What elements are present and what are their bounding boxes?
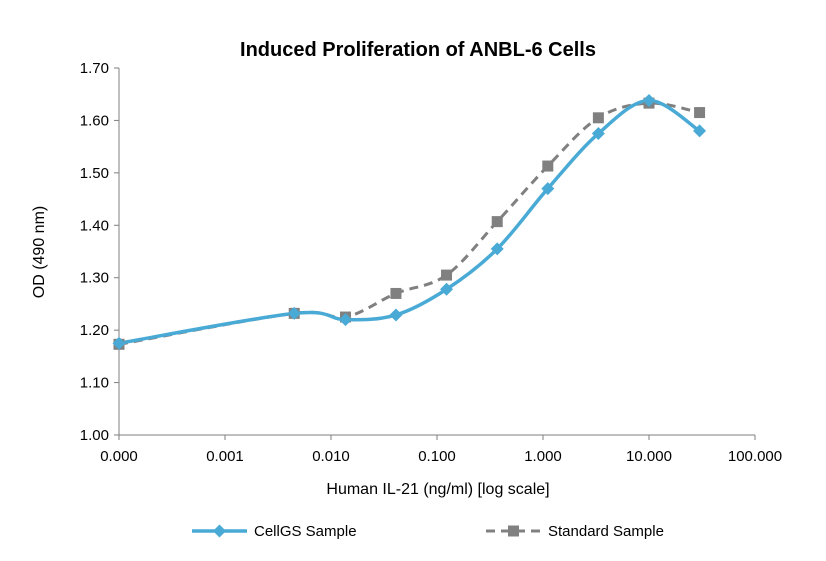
- x-tick-label: 10.000: [626, 448, 672, 465]
- data-point-cellgs: [287, 306, 301, 320]
- series-line-standard: [118, 101, 700, 346]
- legend-marker: [213, 524, 226, 538]
- y-tick-label: 1.20: [80, 322, 109, 339]
- data-point-cellgs: [389, 308, 403, 322]
- legend-label: Standard Sample: [548, 523, 664, 540]
- data-point-standard: [592, 112, 604, 124]
- y-tick-label: 1.00: [80, 427, 109, 444]
- data-point-cellgs: [440, 282, 454, 296]
- chart-title: Induced Proliferation of ANBL-6 Cells: [240, 39, 596, 61]
- data-point-standard: [441, 269, 453, 281]
- data-point-cellgs: [338, 313, 352, 327]
- x-tick-label: 0.000: [100, 448, 138, 465]
- x-tick-label: 100.000: [728, 448, 782, 465]
- legend: CellGS Sample Standard Sample: [192, 523, 664, 540]
- y-tick-label: 1.70: [80, 60, 109, 77]
- x-tick-label: 0.010: [312, 448, 350, 465]
- y-tick-label: 1.50: [80, 165, 109, 182]
- data-point-cellgs: [541, 182, 555, 196]
- x-tick-label: 0.001: [206, 448, 244, 465]
- x-tick-label: 1.000: [524, 448, 562, 465]
- data-point-standard: [491, 216, 503, 228]
- legend-label: CellGS Sample: [254, 523, 357, 540]
- y-axis-label: OD (490 nm): [31, 206, 48, 298]
- data-point-cellgs: [591, 127, 605, 141]
- y-tick-label: 1.40: [80, 217, 109, 234]
- plot-area: [112, 94, 707, 350]
- axes: 1.00 1.10 1.20 1.30 1.40 1.50 1.60 1.70 0.000 0.0…: [80, 60, 782, 465]
- legend-marker: [508, 525, 519, 537]
- x-tick-label: 0.100: [418, 448, 456, 465]
- data-point-standard: [542, 160, 554, 172]
- data-point-cellgs: [490, 242, 504, 256]
- y-tick-label: 1.30: [80, 270, 109, 287]
- data-point-standard: [694, 107, 706, 119]
- data-point-cellgs: [693, 124, 707, 138]
- y-tick-label: 1.60: [80, 112, 109, 129]
- data-point-cellgs: [112, 336, 126, 350]
- data-point-standard: [390, 287, 402, 299]
- series-line-cellgs: [118, 98, 701, 345]
- data-point-cellgs: [642, 94, 656, 108]
- y-tick-label: 1.10: [80, 375, 109, 392]
- x-axis-label: Human IL-21 (ng/ml) [log scale]: [326, 481, 549, 498]
